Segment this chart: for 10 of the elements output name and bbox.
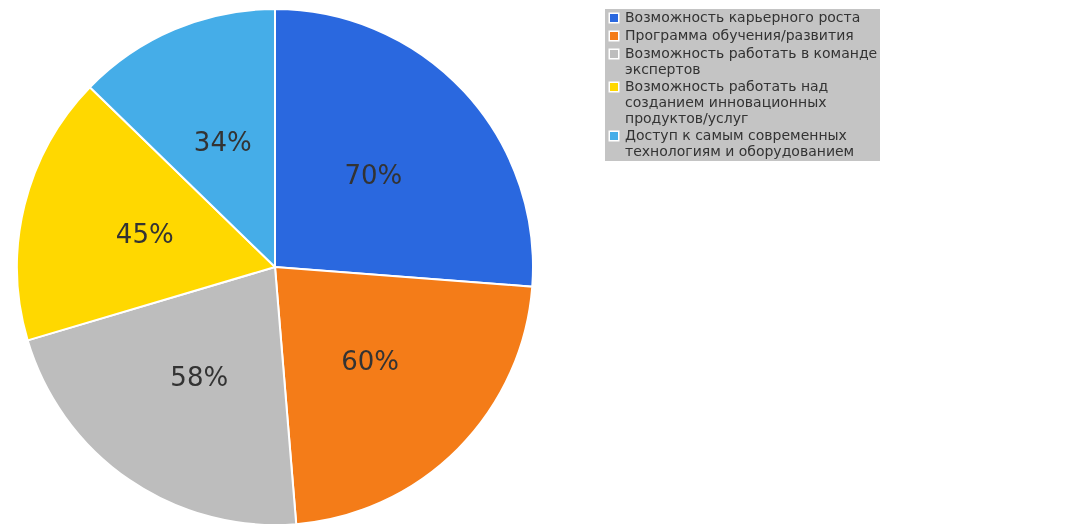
legend-label: Возможность карьерного роста: [625, 9, 861, 25]
legend-label: Доступ к самым современных технологиям и оборудованием: [625, 127, 855, 159]
legend-label: Возможность работать в команде экспертов: [625, 45, 878, 77]
legend-label: Возможность работать над созданием инновационных продуктов/услуг: [625, 78, 829, 126]
data-label: 60%: [341, 345, 400, 376]
data-label: 58%: [170, 361, 229, 392]
data-label: 70%: [344, 159, 403, 190]
data-label: 34%: [193, 127, 252, 158]
data-label: 45%: [115, 218, 174, 249]
legend-label: Программа обучения/развития: [625, 27, 854, 43]
